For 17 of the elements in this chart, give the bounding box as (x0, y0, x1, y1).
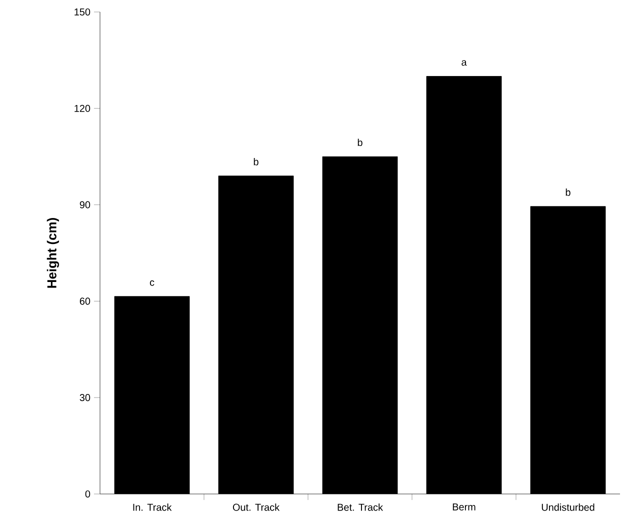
y-tick-label: 60 (80, 298, 90, 305)
annotation: b (566, 188, 570, 196)
x-tick-label: Bet. Track (338, 504, 384, 511)
x-tick-label: In. Track (133, 504, 172, 511)
annotation: c (150, 280, 154, 286)
annotation: b (358, 138, 362, 146)
y-axis-title: Height (cm) (46, 218, 60, 288)
annotation: b (254, 158, 258, 166)
y-tick-label: 120 (74, 104, 90, 112)
y-tick-label: 30 (80, 394, 90, 402)
x-tick-label: Out. Track (232, 504, 280, 511)
y-tick-label: 150 (74, 8, 90, 16)
y-tick-label: 90 (80, 201, 90, 208)
x-tick-label: Undisturbed (542, 504, 594, 511)
x-tick-label: Berm (452, 504, 476, 510)
annotation: a (462, 60, 467, 66)
y-tick-label: 0 (85, 490, 90, 498)
